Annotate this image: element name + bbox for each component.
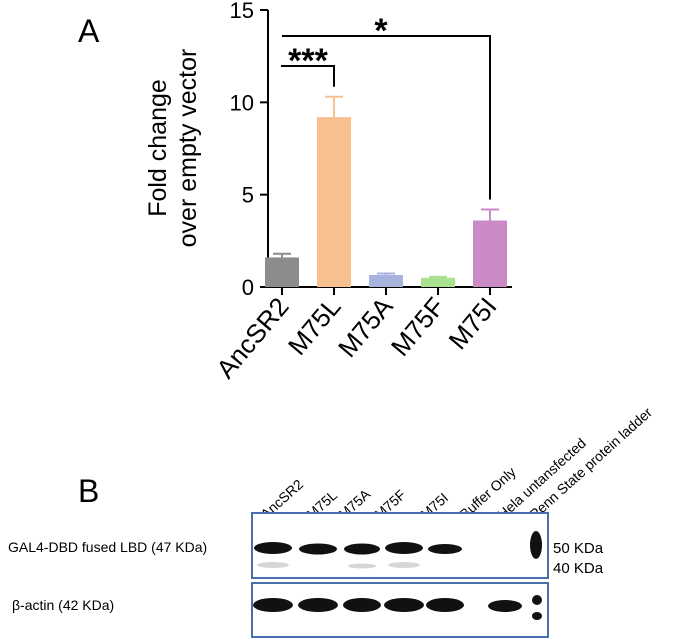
marker-label: 50 KDa xyxy=(553,540,604,557)
bar xyxy=(369,274,403,287)
y-tick-label: 0 xyxy=(242,275,254,300)
band xyxy=(530,531,542,559)
band xyxy=(344,543,380,555)
blot: AncSR2 M75L M75A M75F M75I Buffer Only H… xyxy=(8,404,655,638)
band xyxy=(348,563,376,569)
band xyxy=(253,598,293,612)
bar xyxy=(317,117,351,288)
y-tick-label: 10 xyxy=(230,90,254,115)
significance-bracket xyxy=(281,65,335,87)
y-axis-title-line: Fold change xyxy=(144,79,172,217)
band xyxy=(257,562,289,568)
bar xyxy=(473,220,507,287)
x-tick-label: AncSR2 xyxy=(210,292,294,384)
row-label: β-actin (42 KDa) xyxy=(12,597,114,613)
significance-label: *** xyxy=(288,42,328,80)
x-tick-label: M75I xyxy=(442,292,502,356)
band xyxy=(343,598,381,612)
panel-label: B xyxy=(78,473,99,509)
band xyxy=(428,544,462,554)
band xyxy=(488,600,522,612)
panel-label: A xyxy=(78,13,100,49)
x-tick-label: M75A xyxy=(332,291,399,363)
band xyxy=(532,595,542,605)
faint-bands xyxy=(257,562,420,569)
band xyxy=(384,598,424,612)
significance-bracket xyxy=(282,35,491,200)
band xyxy=(254,542,292,554)
y-axis-title-line: over empty vector xyxy=(174,49,202,248)
y-tick-label: 5 xyxy=(242,183,254,208)
band xyxy=(298,598,338,612)
bar xyxy=(421,277,455,287)
band xyxy=(426,598,464,612)
row-label: GAL4-DBD fused LBD (47 KDa) xyxy=(8,539,207,555)
x-tick-label: M75L xyxy=(282,292,347,361)
band xyxy=(299,543,337,555)
x-tick-label: M75F xyxy=(385,292,451,362)
y-tick-label: 15 xyxy=(230,0,254,23)
band xyxy=(385,542,423,554)
significance-label: * xyxy=(374,12,388,50)
band xyxy=(532,612,542,620)
y-axis-title: Fold change over empty vector xyxy=(144,49,202,248)
bar xyxy=(265,257,299,287)
band xyxy=(388,562,420,568)
bands xyxy=(253,531,542,620)
marker-label: 40 KDa xyxy=(553,560,604,577)
